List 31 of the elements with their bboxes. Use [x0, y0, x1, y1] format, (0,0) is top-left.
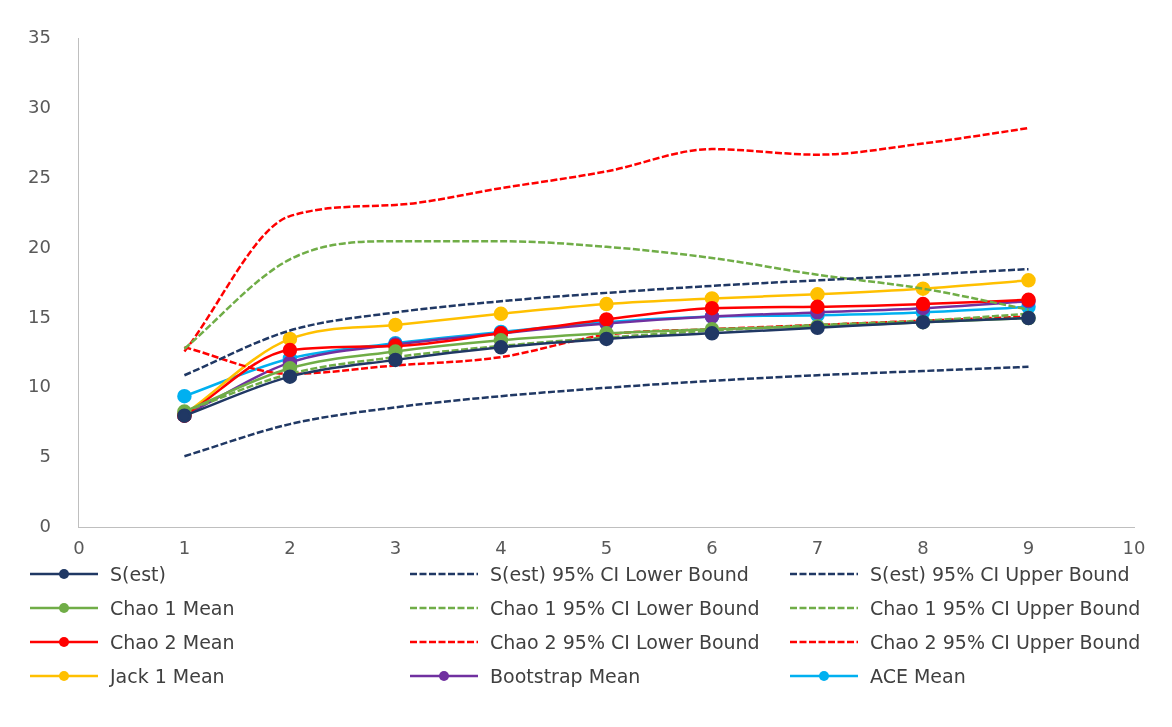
- x-tick-label: 0: [73, 536, 85, 558]
- legend-label: Chao 1 95% CI Upper Bound: [870, 597, 1141, 619]
- x-tick-label: 1: [178, 536, 191, 558]
- x-tick-label: 4: [495, 536, 507, 558]
- y-tick-label: 35: [28, 26, 51, 48]
- y-tick-label: 0: [39, 515, 51, 537]
- y-tick-label: 5: [39, 445, 51, 467]
- x-tick-label: 2: [284, 536, 296, 558]
- legend-label: ACE Mean: [870, 665, 966, 687]
- x-tick-label: 9: [1022, 536, 1035, 558]
- legend-label: Chao 2 95% CI Lower Bound: [490, 631, 760, 653]
- legend-label: Chao 1 Mean: [110, 597, 235, 619]
- legend-label: S(est): [110, 563, 166, 585]
- x-tick-label: 10: [1122, 536, 1146, 558]
- legend-label: S(est) 95% CI Lower Bound: [490, 563, 749, 585]
- x-tick-label: 5: [600, 536, 613, 558]
- x-tick-label: 3: [389, 536, 402, 558]
- legend-label: Chao 2 95% CI Upper Bound: [870, 631, 1141, 653]
- y-tick-label: 10: [28, 375, 51, 397]
- x-tick-label: 8: [917, 536, 929, 558]
- legend-label: Chao 2 Mean: [110, 631, 235, 653]
- x-tick-label: 6: [706, 536, 718, 558]
- y-tick-label: 30: [28, 96, 51, 118]
- legend-label: Chao 1 95% CI Lower Bound: [490, 597, 760, 619]
- legend-label: Jack 1 Mean: [110, 665, 225, 687]
- x-tick-label: 7: [811, 536, 824, 558]
- y-tick-label: 15: [28, 305, 51, 327]
- y-tick-label: 25: [28, 166, 51, 188]
- legend-label: S(est) 95% CI Upper Bound: [870, 563, 1130, 585]
- y-tick-label: 20: [28, 235, 51, 257]
- legend-label: Bootstrap Mean: [490, 665, 641, 687]
